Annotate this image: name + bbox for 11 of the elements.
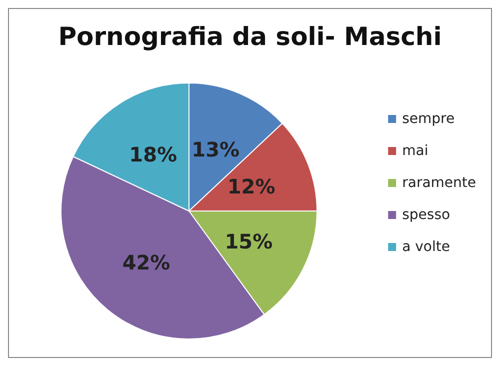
legend-label: a volte	[402, 239, 450, 255]
legend-label: spesso	[402, 207, 450, 223]
legend-label: raramente	[402, 175, 476, 191]
data-label: 15%	[224, 229, 273, 254]
data-label: 18%	[129, 142, 178, 166]
data-label: 12%	[227, 174, 276, 198]
chart-title: Pornografia da soli- Maschi	[58, 22, 442, 51]
data-label: 13%	[192, 138, 240, 162]
data-label: 42%	[122, 250, 170, 275]
legend-label: mai	[402, 143, 428, 159]
legend-label: sempre	[402, 111, 455, 127]
